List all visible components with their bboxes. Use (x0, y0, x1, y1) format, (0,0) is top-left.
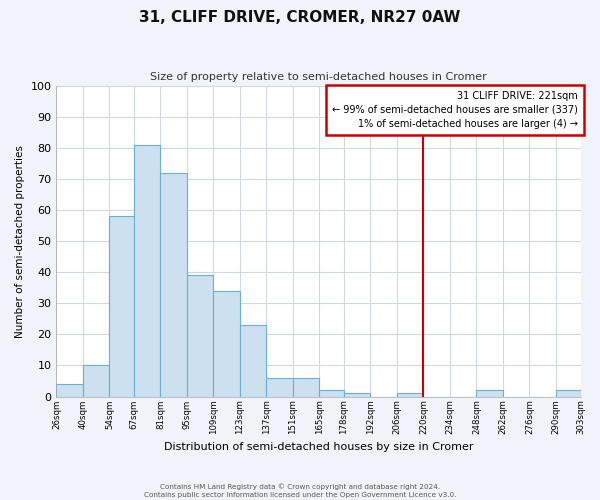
Bar (397, 394, 424, 396)
Bar (344, 394, 370, 396)
Bar (187, 276, 214, 396)
Bar (134, 145, 160, 397)
Text: 31, CLIFF DRIVE, CROMER, NR27 0AW: 31, CLIFF DRIVE, CROMER, NR27 0AW (139, 10, 461, 25)
X-axis label: Distribution of semi-detached houses by size in Cromer: Distribution of semi-detached houses by … (164, 442, 473, 452)
Bar (56, 384, 83, 396)
Y-axis label: Number of semi-detached properties: Number of semi-detached properties (15, 145, 25, 338)
Bar (319, 390, 344, 396)
Bar (240, 325, 266, 396)
Bar (83, 366, 109, 396)
Bar (160, 173, 187, 396)
Title: Size of property relative to semi-detached houses in Cromer: Size of property relative to semi-detach… (150, 72, 487, 83)
Text: Contains HM Land Registry data © Crown copyright and database right 2024.
Contai: Contains HM Land Registry data © Crown c… (144, 483, 456, 498)
Bar (556, 390, 581, 396)
Bar (109, 216, 134, 396)
Bar (266, 378, 293, 396)
Text: 31 CLIFF DRIVE: 221sqm
← 99% of semi-detached houses are smaller (337)
1% of sem: 31 CLIFF DRIVE: 221sqm ← 99% of semi-det… (332, 90, 578, 128)
Bar (476, 390, 503, 396)
Bar (214, 291, 240, 397)
Bar (293, 378, 319, 396)
